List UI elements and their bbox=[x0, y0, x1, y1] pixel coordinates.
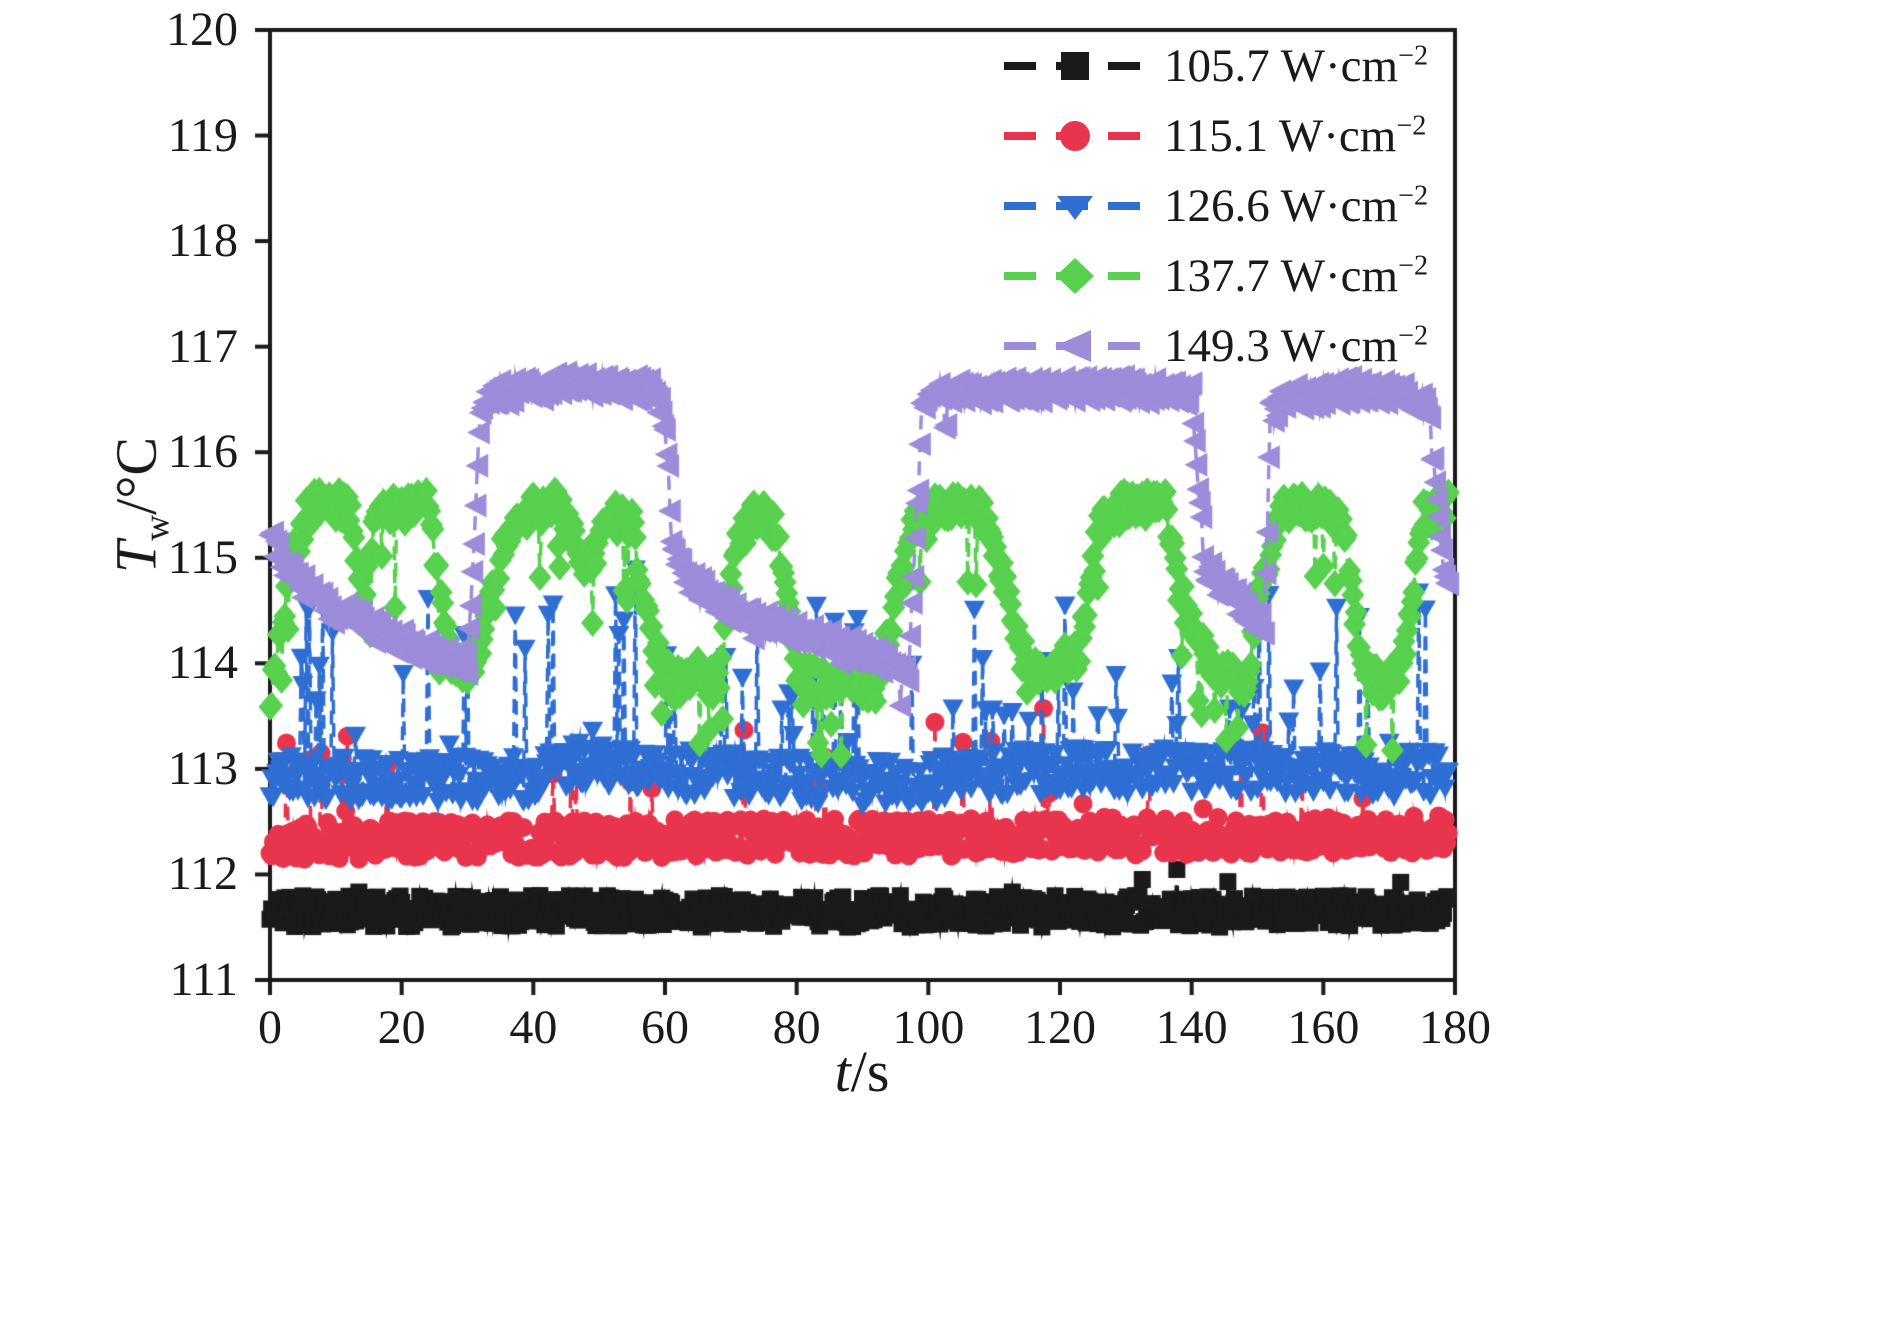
x-tick-label: 100 bbox=[892, 1001, 965, 1054]
x-tick-label: 120 bbox=[1024, 1001, 1096, 1054]
legend-marker-triangle-down-icon bbox=[1004, 196, 1146, 220]
legend-label-exponent: −2 bbox=[1398, 320, 1429, 352]
x-axis-label-symbol: t bbox=[834, 1039, 851, 1104]
x-tick-label: 40 bbox=[509, 1001, 558, 1054]
y-tick-label: 113 bbox=[167, 741, 238, 795]
y-axis-label: Tw/°C bbox=[103, 437, 178, 573]
y-axis-label-symbol: T bbox=[103, 540, 169, 574]
x-tick-label: 180 bbox=[1419, 1001, 1491, 1054]
legend-item-3: 137.7 W·cm−2 bbox=[1000, 244, 1428, 308]
legend-item-0: 105.7 W·cm−2 bbox=[1000, 34, 1428, 98]
legend-label: 115.1 W·cm−2 bbox=[1164, 110, 1427, 162]
x-tick-label: 140 bbox=[1155, 1001, 1228, 1054]
legend-marker-diamond-icon bbox=[1004, 258, 1146, 294]
legend-label-exponent: −2 bbox=[1396, 110, 1427, 142]
legend-label-exponent: −2 bbox=[1398, 40, 1429, 72]
y-tick-label: 118 bbox=[167, 214, 238, 268]
x-tick-label: 60 bbox=[641, 1001, 689, 1054]
y-tick-label: 117 bbox=[167, 319, 238, 373]
legend-label-exponent: −2 bbox=[1398, 180, 1429, 212]
y-tick-label: 111 bbox=[169, 953, 238, 1006]
y-tick-label: 120 bbox=[166, 3, 238, 56]
legend-label: 105.7 W·cm−2 bbox=[1164, 40, 1429, 92]
legend-label: 137.7 W·cm−2 bbox=[1164, 250, 1429, 302]
legend-marker-circle-icon bbox=[1004, 121, 1146, 151]
x-tick-label: 0 bbox=[258, 1001, 282, 1054]
legend-marker-square-icon bbox=[1004, 52, 1146, 80]
legend-item-1: 115.1 W·cm−2 bbox=[1000, 104, 1428, 168]
legend: 105.7 W·cm−2 115.1 W·cm−2 126.6 W·cm−2 137.… bbox=[1000, 34, 1428, 378]
y-tick-label: 114 bbox=[167, 636, 238, 690]
legend-item-2: 126.6 W·cm−2 bbox=[1000, 174, 1428, 238]
x-tick-label: 80 bbox=[772, 1001, 821, 1054]
x-tick-label: 160 bbox=[1287, 1001, 1360, 1054]
legend-label: 126.6 W·cm−2 bbox=[1164, 180, 1429, 232]
x-axis-label: t/s bbox=[835, 1038, 890, 1105]
legend-marker-triangle-left-icon bbox=[1004, 330, 1146, 362]
y-axis-label-unit: /°C bbox=[103, 436, 169, 515]
x-tick-label: 20 bbox=[377, 1001, 426, 1054]
y-axis-label-subscript: w bbox=[136, 514, 177, 541]
x-axis-label-unit: /s bbox=[850, 1039, 890, 1104]
y-tick-label: 119 bbox=[167, 108, 238, 162]
y-tick-label: 116 bbox=[167, 425, 238, 479]
y-tick-label: 112 bbox=[167, 847, 238, 901]
y-tick-label: 115 bbox=[167, 530, 238, 584]
legend-item-4: 149.3 W·cm−2 bbox=[1000, 314, 1428, 378]
legend-label-exponent: −2 bbox=[1398, 250, 1429, 282]
legend-label: 149.3 W·cm−2 bbox=[1164, 320, 1429, 372]
